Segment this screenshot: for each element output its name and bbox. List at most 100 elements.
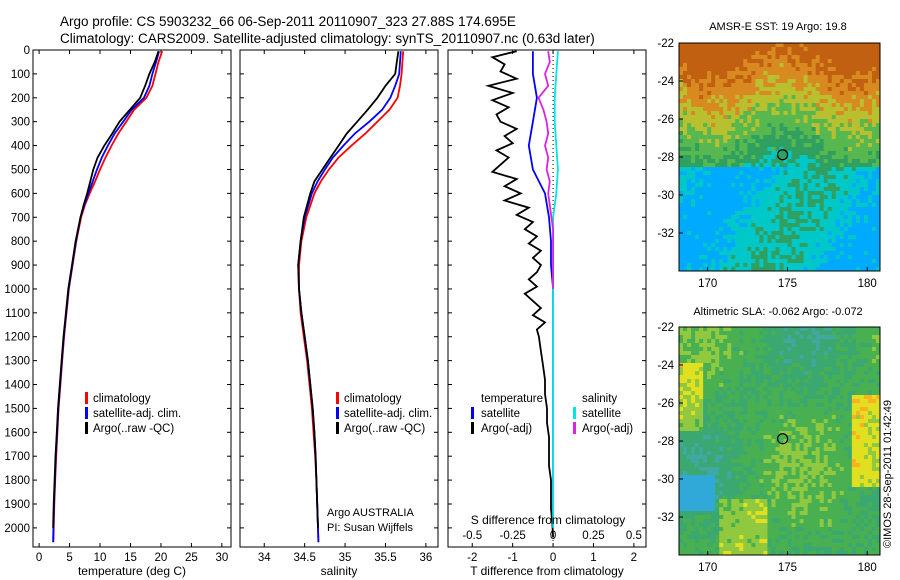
map-cell xyxy=(831,107,837,112)
map-cell xyxy=(867,367,873,372)
map-cell xyxy=(811,63,817,68)
map-cell xyxy=(691,183,696,188)
map-cell xyxy=(763,367,768,372)
map-cell xyxy=(747,431,752,436)
map-cell xyxy=(687,471,692,476)
temperature-x-label: temperature (deg C) xyxy=(78,564,186,578)
map-cell xyxy=(687,119,692,124)
map-cell xyxy=(727,71,732,76)
argo-position-marker xyxy=(777,149,789,161)
map-cell xyxy=(743,159,748,164)
map-cell xyxy=(731,259,736,264)
map-cell xyxy=(783,183,788,188)
map-cell xyxy=(771,199,776,204)
map-cell xyxy=(743,339,748,344)
map-cell xyxy=(875,419,881,424)
map-cell xyxy=(759,115,764,120)
map-cell xyxy=(847,451,853,456)
map-cell xyxy=(723,423,728,428)
map-cell xyxy=(747,391,752,396)
map-cell xyxy=(755,463,760,468)
map-cell xyxy=(767,119,772,124)
map-cell xyxy=(799,383,805,388)
map-cell xyxy=(731,55,736,60)
map-cell xyxy=(727,467,732,472)
map-cell xyxy=(871,183,877,188)
map-cell xyxy=(715,347,720,352)
map-cell xyxy=(743,231,748,236)
map-cell xyxy=(807,431,813,436)
map-cell xyxy=(855,251,861,256)
map-cell xyxy=(771,395,776,400)
map-cell xyxy=(715,439,720,444)
map-cell xyxy=(831,359,837,364)
map-cell xyxy=(807,235,813,240)
map-cell xyxy=(679,51,684,56)
map-cell xyxy=(715,219,720,224)
legend-swatch-argo xyxy=(85,422,88,434)
map-cell xyxy=(783,155,788,160)
map-cell xyxy=(707,131,712,136)
map-cell xyxy=(807,347,813,352)
map-cell xyxy=(755,243,760,248)
map-cell xyxy=(727,435,732,440)
map-cell xyxy=(851,59,857,64)
map-cell xyxy=(827,263,833,268)
map-cell xyxy=(871,355,877,360)
map-cell xyxy=(751,395,756,400)
map-cell xyxy=(703,403,708,408)
map-cell xyxy=(787,335,792,340)
map-cell xyxy=(787,163,792,168)
map-cell xyxy=(739,179,744,184)
map-cell xyxy=(767,187,772,192)
map-cell xyxy=(739,363,744,368)
map-cell xyxy=(799,363,805,368)
map-cell xyxy=(707,51,712,56)
map-cell xyxy=(755,347,760,352)
map-cell xyxy=(775,75,780,80)
map-cell xyxy=(763,159,768,164)
map-cell xyxy=(863,163,869,168)
s-tick-label: 0 xyxy=(550,530,556,542)
map-cell xyxy=(755,451,760,456)
map-cell xyxy=(815,211,821,216)
map-cell xyxy=(867,203,873,208)
map-cell xyxy=(835,403,841,408)
map-cell xyxy=(787,47,792,52)
map-cell xyxy=(775,455,780,460)
map-cell xyxy=(679,347,684,352)
map-cell xyxy=(847,51,853,56)
map-cell xyxy=(699,199,704,204)
map-cell xyxy=(727,351,732,356)
map-cell xyxy=(831,435,837,440)
map-cell xyxy=(747,239,752,244)
map-cell xyxy=(807,239,813,244)
map-cell xyxy=(859,331,865,336)
map-cell xyxy=(831,407,837,412)
map-cell xyxy=(867,411,873,416)
map-cell xyxy=(759,147,764,152)
map-cell xyxy=(723,95,728,100)
map-cell xyxy=(851,147,857,152)
map-cell xyxy=(831,371,837,376)
map-cell xyxy=(847,155,853,160)
map-cell xyxy=(787,419,792,424)
map-cell xyxy=(783,207,788,212)
map-cell xyxy=(771,179,776,184)
map-cell xyxy=(683,143,688,148)
map-cell xyxy=(803,263,809,268)
map-cell xyxy=(835,399,841,404)
map-cell xyxy=(867,171,873,176)
map-cell xyxy=(835,151,841,156)
map-cell xyxy=(711,343,716,348)
map-cell xyxy=(847,123,853,128)
map-cell xyxy=(803,335,809,340)
map-cell xyxy=(763,171,768,176)
map-cell xyxy=(723,215,728,220)
map-cell xyxy=(695,163,700,168)
map-cell xyxy=(791,399,796,404)
map-cell xyxy=(859,427,865,432)
map-cell xyxy=(875,255,881,260)
map-cell xyxy=(751,367,756,372)
map-cell xyxy=(711,423,716,428)
